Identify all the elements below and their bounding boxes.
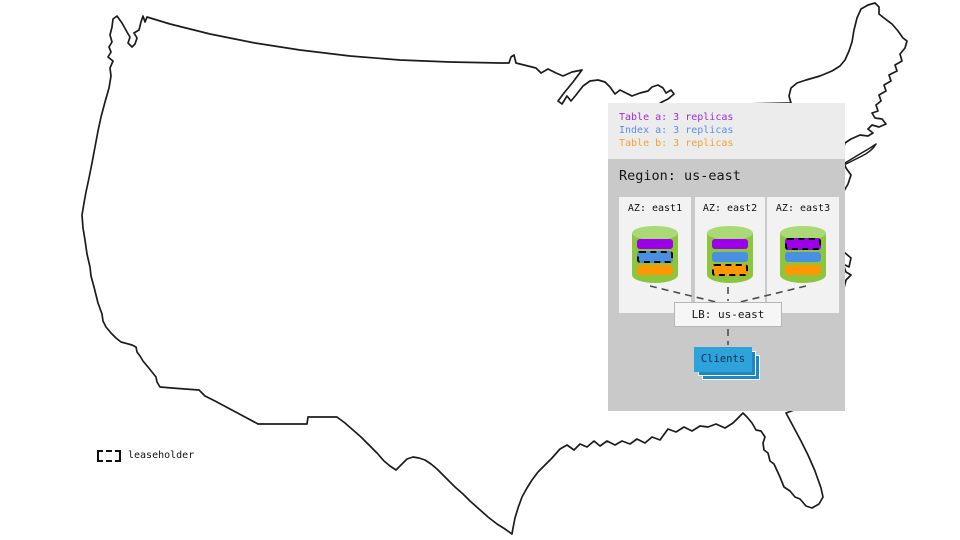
database-cylinder [707, 226, 753, 290]
index-a-replica-bar [712, 252, 748, 262]
leaseholder-swatch [97, 450, 121, 462]
legend-table-b: Table b: 3 replicas [619, 138, 734, 149]
clients-box: Clients [694, 347, 752, 372]
az-east1-label: AZ: east1 [627, 203, 683, 214]
az-east3-box: AZ: east3 [767, 197, 839, 313]
load-balancer-box: LB: us-east [674, 302, 782, 327]
index-a-leaseholder-bar [637, 251, 673, 263]
legend-index-a: Index a: 3 replicas [619, 125, 734, 136]
legend-table-a: Table a: 3 replicas [619, 112, 734, 123]
az-east2-label: AZ: east2 [702, 203, 758, 214]
database-cylinder [632, 226, 678, 290]
table-b-leaseholder-bar [712, 264, 748, 276]
az-east2-box: AZ: east2 [695, 197, 765, 313]
database-cylinder [780, 226, 826, 290]
cylinder-top [632, 226, 678, 240]
index-a-replica-bar [785, 252, 821, 262]
replica-legend-panel: Table a: 3 replicas Index a: 3 replicas … [608, 103, 845, 159]
az-east1-box: AZ: east1 [619, 197, 691, 313]
leaseholder-key: leaseholder [97, 448, 194, 464]
table-a-replica-bar [637, 239, 673, 249]
table-b-replica-bar [637, 265, 673, 275]
cylinder-top [707, 226, 753, 240]
table-a-replica-bar [712, 239, 748, 249]
az-east3-label: AZ: east3 [775, 203, 831, 214]
table-b-replica-bar [785, 265, 821, 275]
region-title: Region: us-east [619, 168, 741, 184]
leaseholder-label: leaseholder [128, 450, 195, 461]
long-island-outline [844, 143, 877, 165]
table-a-leaseholder-bar [785, 238, 821, 250]
clients-stack: Clients [694, 347, 760, 380]
